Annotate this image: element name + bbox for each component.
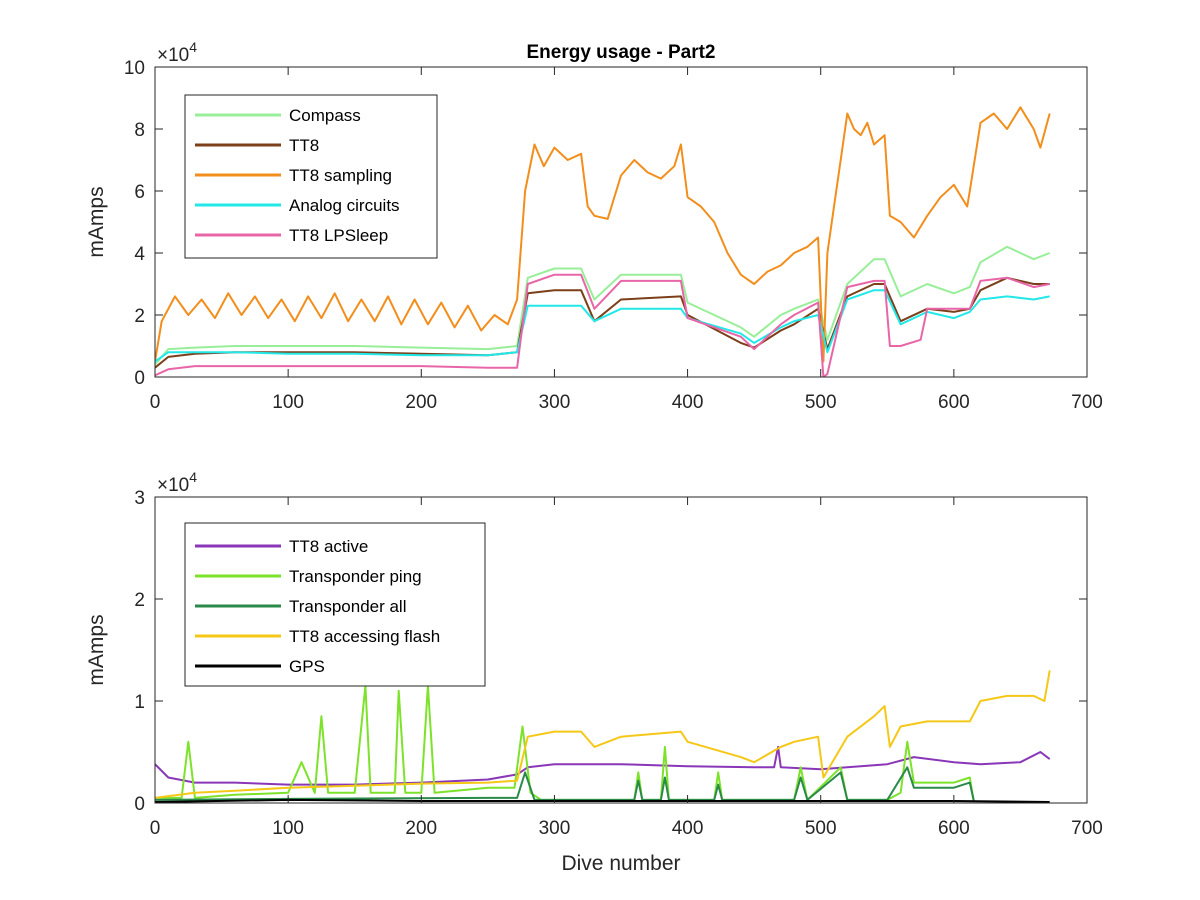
x-tick-label: 600 xyxy=(938,392,970,413)
y-tick-label: 8 xyxy=(134,120,145,141)
x-tick-label: 700 xyxy=(1071,392,1103,413)
legend-entry-label: TT8 LPSleep xyxy=(289,226,388,245)
x-tick-label: 300 xyxy=(539,392,571,413)
x-tick-label: 700 xyxy=(1071,818,1103,839)
series-line-tt8 xyxy=(155,276,1050,369)
y-tick-label: 0 xyxy=(134,794,145,815)
series-line-compass xyxy=(155,245,1051,366)
x-tick-label: 0 xyxy=(150,392,161,413)
y-tick-label: 2 xyxy=(134,590,145,611)
x-tick-label: 400 xyxy=(672,392,704,413)
series-line-analog-circuits xyxy=(155,289,1050,363)
y-tick-label: 6 xyxy=(134,182,145,203)
y-exponent-label: ×104 xyxy=(157,39,197,66)
legend-entry-label: TT8 accessing flash xyxy=(289,627,440,646)
legend-entry-label: TT8 sampling xyxy=(289,166,392,185)
x-tick-label: 500 xyxy=(805,392,837,413)
axes-frame xyxy=(154,66,1088,378)
y-tick-label: 3 xyxy=(134,488,145,509)
y-exponent-label: ×104 xyxy=(157,469,197,496)
x-tick-label: 100 xyxy=(272,818,304,839)
y-axis-label: mAmps xyxy=(85,186,108,257)
series-lines xyxy=(155,106,1051,377)
y-tick-label: 1 xyxy=(134,692,145,713)
x-tick-label: 500 xyxy=(805,818,837,839)
x-tick-label: 200 xyxy=(405,392,437,413)
y-tick-label: 0 xyxy=(134,368,145,389)
x-tick-label: 400 xyxy=(672,818,704,839)
series-line-tt8-accessing-flash xyxy=(155,670,1051,799)
y-tick-label: 10 xyxy=(124,58,145,79)
legend: Compass TT8 TT8 sampling Analog circuits TT8… xyxy=(184,94,438,259)
series-line-tt8-sampling xyxy=(155,106,1051,363)
x-tick-label: 300 xyxy=(539,818,571,839)
x-tick-label: 200 xyxy=(405,818,437,839)
series-line-tt8-lpsleep xyxy=(155,273,1050,377)
legend-entry-label: GPS xyxy=(289,657,325,676)
x-axis-label: Dive number xyxy=(561,852,680,875)
chart-title: Energy usage - Part2 xyxy=(526,42,715,63)
series-line-transponder-all xyxy=(155,766,975,802)
legend-entry-label: Transponder ping xyxy=(289,567,422,586)
axes-frame xyxy=(154,496,1088,804)
y-axis-label: mAmps xyxy=(85,614,108,685)
y-tick-label: 2 xyxy=(134,306,145,327)
legend-entry-label: TT8 active xyxy=(289,537,368,556)
legend-entry-label: Transponder all xyxy=(289,597,407,616)
y-tick-label: 4 xyxy=(134,244,145,265)
series-line-tt8-active xyxy=(155,745,1051,786)
legend-entry-label: Compass xyxy=(289,106,361,125)
bottom-energy-panel: 0 100 200 300 400 500 600 700 0 1 2 3 ×104 mAmps Dive … xyxy=(85,469,1103,875)
x-tick-label: 600 xyxy=(938,818,970,839)
legend: TT8 active Transponder ping Transponder al… xyxy=(184,522,486,687)
x-tick-label: 100 xyxy=(272,392,304,413)
top-energy-panel: 0 100 200 300 400 500 600 700 0 2 4 6 8 10 ×104 Energy … xyxy=(85,39,1103,413)
x-tick-label: 0 xyxy=(150,818,161,839)
legend-entry-label: TT8 xyxy=(289,136,319,155)
legend-entry-label: Analog circuits xyxy=(289,196,400,215)
